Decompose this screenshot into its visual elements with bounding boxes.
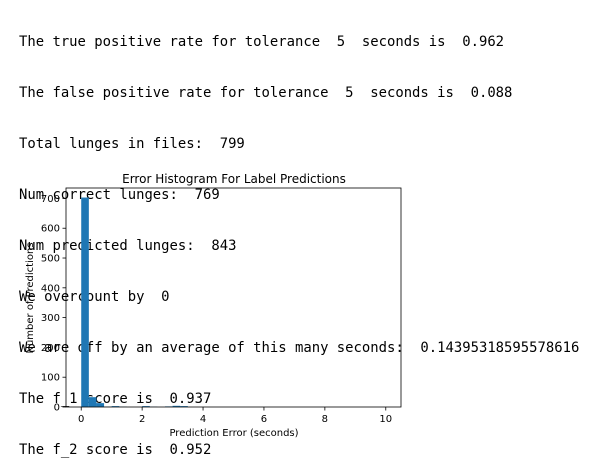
histogram-bar [81, 198, 89, 407]
x-axis-ticks: 0 2 4 6 8 10 [78, 407, 392, 425]
y-tick-label: 400 [41, 283, 60, 294]
chart-title: Error Histogram For Label Predictions [122, 172, 346, 186]
y-tick-label: 600 [41, 224, 60, 235]
y-tick-label: 700 [41, 194, 60, 205]
x-tick-label: 8 [322, 414, 328, 425]
y-axis-label: Number of Predictions [25, 242, 36, 353]
x-tick-label: 6 [261, 414, 267, 425]
histogram-bar [96, 403, 104, 407]
x-tick-label: 10 [379, 414, 392, 425]
error-histogram-chart: Error Histogram For Label Predictions 0 2… [0, 0, 594, 445]
x-tick-label: 2 [139, 414, 145, 425]
y-axis-ticks: 0 100 200 300 400 500 600 700 [41, 194, 66, 414]
histogram-bars [81, 198, 188, 407]
x-axis-label: Prediction Error (seconds) [169, 428, 298, 439]
histogram-bar [89, 397, 97, 407]
plot-frame [66, 188, 401, 407]
y-tick-label: 200 [41, 343, 60, 354]
y-tick-label: 100 [41, 373, 60, 384]
y-tick-label: 300 [41, 313, 60, 324]
x-tick-label: 0 [78, 414, 84, 425]
x-tick-label: 4 [200, 414, 206, 425]
y-tick-label: 500 [41, 254, 60, 265]
y-tick-label: 0 [54, 403, 60, 414]
